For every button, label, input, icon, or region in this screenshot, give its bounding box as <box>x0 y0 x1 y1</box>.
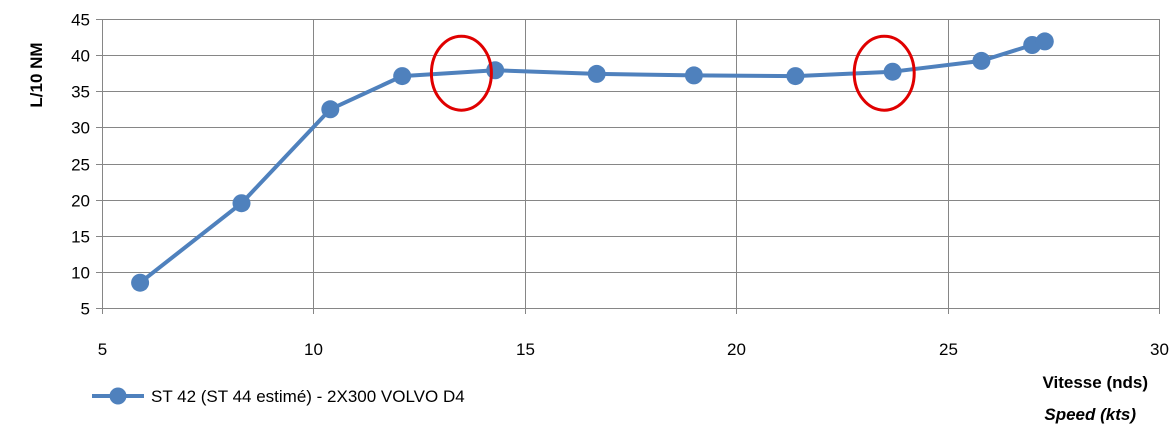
y-axis-title: L/10 NM <box>27 42 46 107</box>
y-tick-label-15: 15 <box>71 228 90 247</box>
x-tick-label-15: 15 <box>516 340 535 359</box>
x-tick-label-25: 25 <box>939 340 958 359</box>
y-tick-label-20: 20 <box>71 192 90 211</box>
x-tick-label-20: 20 <box>727 340 746 359</box>
legend-label: ST 42 (ST 44 estimé) - 2X300 VOLVO D4 <box>151 387 465 406</box>
data-point-11 <box>1035 32 1054 51</box>
y-tick-label-10: 10 <box>71 264 90 283</box>
data-point-9 <box>972 51 991 70</box>
y-tick-label-40: 40 <box>71 47 90 66</box>
grid-lines <box>96 19 1160 314</box>
data-point-0 <box>131 273 150 292</box>
y-tick-label-25: 25 <box>71 156 90 175</box>
y-tick-label-30: 30 <box>71 119 90 138</box>
y-tick-label-45: 45 <box>71 11 90 30</box>
data-point-8 <box>883 62 902 81</box>
highlight-ellipse-0 <box>429 34 493 112</box>
highlight-ellipse-1 <box>852 34 916 112</box>
data-point-2 <box>321 100 340 119</box>
data-point-7 <box>786 67 805 86</box>
data-point-6 <box>684 66 703 85</box>
y-tick-label-5: 5 <box>81 300 90 319</box>
x-tick-label-10: 10 <box>304 340 323 359</box>
data-point-3 <box>393 67 412 86</box>
data-point-4 <box>486 61 505 80</box>
x-axis-title: Vitesse (nds) <box>1042 373 1148 392</box>
data-point-5 <box>587 64 606 83</box>
data-point-1 <box>232 194 251 213</box>
annotation-layer <box>429 34 916 112</box>
y-tick-label-35: 35 <box>71 83 90 102</box>
x-tick-label-30: 30 <box>1150 340 1169 359</box>
x-tick-label-5: 5 <box>98 340 107 359</box>
x-axis-ticks: 5 10 15 20 25 30 <box>98 340 1169 359</box>
y-axis-ticks: 5 10 15 20 25 30 35 40 45 <box>71 11 90 319</box>
legend-marker-swatch <box>109 387 127 405</box>
legend: ST 42 (ST 44 estimé) - 2X300 VOLVO D4 <box>92 387 465 406</box>
x-axis-title-english: Speed (kts) <box>1044 405 1136 424</box>
